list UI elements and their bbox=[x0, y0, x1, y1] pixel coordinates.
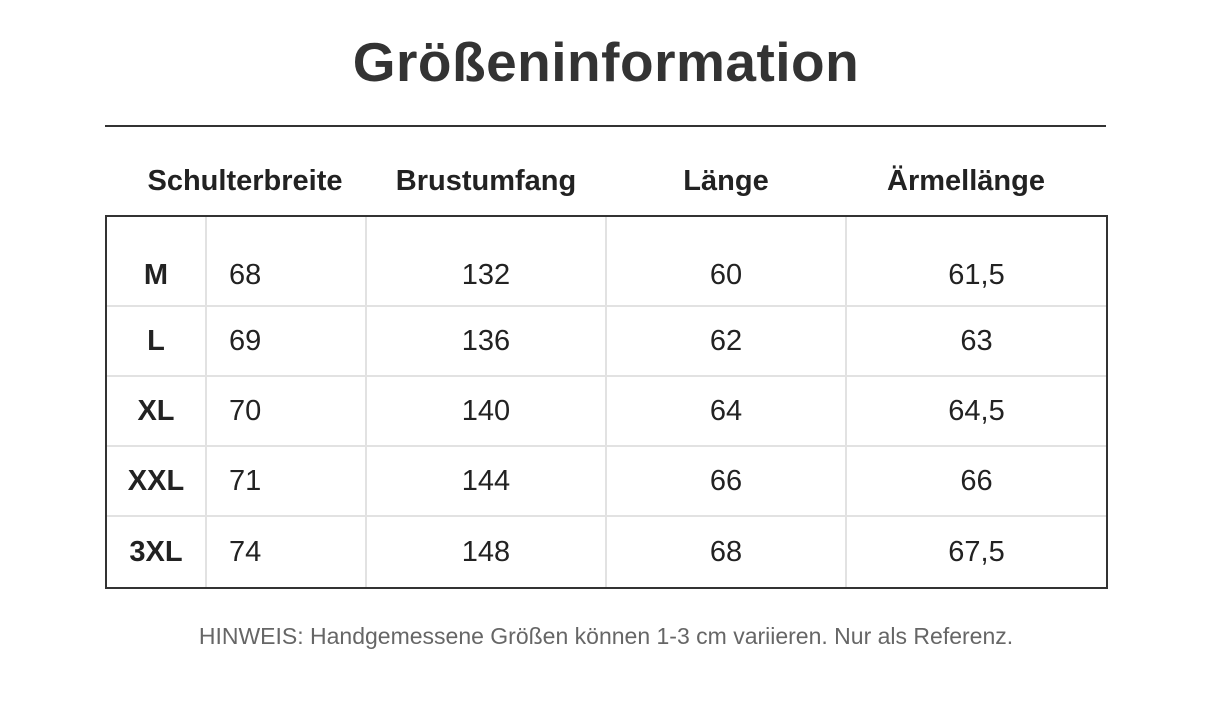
table-cell: 148 bbox=[461, 535, 511, 568]
column-header-schulterbreite: Schulterbreite bbox=[147, 165, 343, 197]
size-label: XXL bbox=[127, 464, 185, 497]
column-divider bbox=[205, 217, 207, 587]
table-header: Schulterbreite Brustumfang Länge Ärmellä… bbox=[0, 165, 1221, 205]
table-cell: 70 bbox=[229, 394, 262, 427]
table-cell: 132 bbox=[461, 258, 511, 291]
table-cell: 61,5 bbox=[948, 258, 1005, 291]
table-row: M 68 132 60 61,5 bbox=[107, 217, 1106, 307]
table-cell: 64 bbox=[709, 394, 743, 427]
table-cell: 74 bbox=[229, 535, 262, 568]
table-cell: 68 bbox=[709, 535, 743, 568]
table-cell: 67,5 bbox=[948, 535, 1005, 568]
column-divider bbox=[605, 217, 607, 587]
table-cell: 60 bbox=[709, 258, 743, 291]
table-cell: 136 bbox=[461, 324, 511, 357]
table-row: L 69 136 62 63 bbox=[107, 307, 1106, 377]
table-cell: 144 bbox=[461, 464, 511, 497]
size-label: L bbox=[147, 324, 165, 357]
column-divider bbox=[845, 217, 847, 587]
table-cell: 63 bbox=[960, 324, 993, 357]
table-cell: 66 bbox=[709, 464, 743, 497]
table-row: XL 70 140 64 64,5 bbox=[107, 377, 1106, 447]
column-header-brustumfang: Brustumfang bbox=[395, 165, 577, 197]
size-label: M bbox=[143, 258, 169, 291]
table-cell: 69 bbox=[229, 324, 262, 357]
size-label: 3XL bbox=[129, 535, 183, 568]
page-title: Größeninformation bbox=[352, 31, 860, 93]
measurement-note: HINWEIS: Handgemessene Größen können 1-3… bbox=[198, 623, 1014, 649]
table-row: 3XL 74 148 68 67,5 bbox=[107, 517, 1106, 587]
title-divider bbox=[105, 125, 1106, 127]
table-cell: 140 bbox=[461, 394, 511, 427]
column-divider bbox=[365, 217, 367, 587]
table-cell: 68 bbox=[229, 258, 262, 291]
table-cell: 71 bbox=[229, 464, 262, 497]
table-cell: 66 bbox=[960, 464, 993, 497]
table-cell: 64,5 bbox=[948, 394, 1005, 427]
table-cell: 62 bbox=[709, 324, 743, 357]
column-header-aermellaenge: Ärmellänge bbox=[887, 165, 1045, 197]
size-label: XL bbox=[137, 394, 175, 427]
column-header-laenge: Länge bbox=[683, 165, 769, 197]
size-table: M 68 132 60 61,5 L 69 136 62 63 XL 70 14… bbox=[105, 215, 1108, 589]
table-row: XXL 71 144 66 66 bbox=[107, 447, 1106, 517]
